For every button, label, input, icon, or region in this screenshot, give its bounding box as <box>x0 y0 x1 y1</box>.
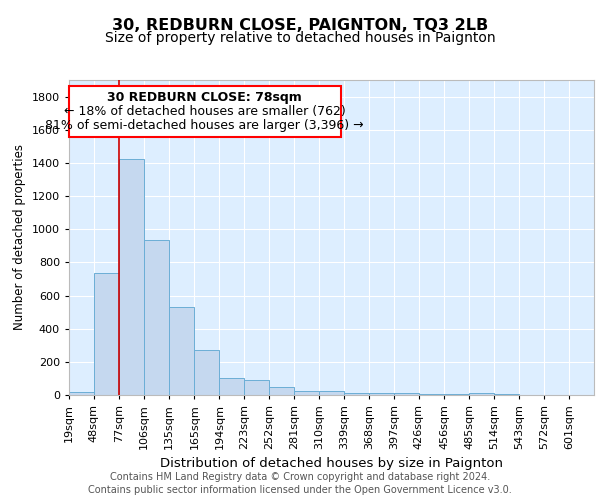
Bar <box>194 350 220 395</box>
Bar <box>94 273 119 395</box>
Bar <box>244 380 269 395</box>
Bar <box>169 307 194 395</box>
Bar <box>69 392 94 395</box>
Text: ← 18% of detached houses are smaller (762): ← 18% of detached houses are smaller (76… <box>64 105 346 118</box>
Bar <box>294 392 319 395</box>
Bar <box>494 394 519 395</box>
Text: Contains HM Land Registry data © Crown copyright and database right 2024.: Contains HM Land Registry data © Crown c… <box>110 472 490 482</box>
Text: Size of property relative to detached houses in Paignton: Size of property relative to detached ho… <box>104 31 496 45</box>
Bar <box>344 393 369 395</box>
X-axis label: Distribution of detached houses by size in Paignton: Distribution of detached houses by size … <box>160 458 503 470</box>
Bar <box>394 394 419 395</box>
Bar <box>445 394 469 395</box>
Bar <box>269 386 294 395</box>
Bar <box>469 392 494 395</box>
Text: 30 REDBURN CLOSE: 78sqm: 30 REDBURN CLOSE: 78sqm <box>107 90 302 104</box>
Bar <box>220 378 244 395</box>
Bar <box>119 159 144 395</box>
Bar <box>369 394 394 395</box>
Text: 30, REDBURN CLOSE, PAIGNTON, TQ3 2LB: 30, REDBURN CLOSE, PAIGNTON, TQ3 2LB <box>112 18 488 32</box>
Text: 81% of semi-detached houses are larger (3,396) →: 81% of semi-detached houses are larger (… <box>46 120 364 132</box>
Y-axis label: Number of detached properties: Number of detached properties <box>13 144 26 330</box>
Text: Contains public sector information licensed under the Open Government Licence v3: Contains public sector information licen… <box>88 485 512 495</box>
FancyBboxPatch shape <box>69 86 341 137</box>
Bar <box>419 394 443 395</box>
Bar <box>144 240 169 395</box>
Bar <box>319 392 344 395</box>
